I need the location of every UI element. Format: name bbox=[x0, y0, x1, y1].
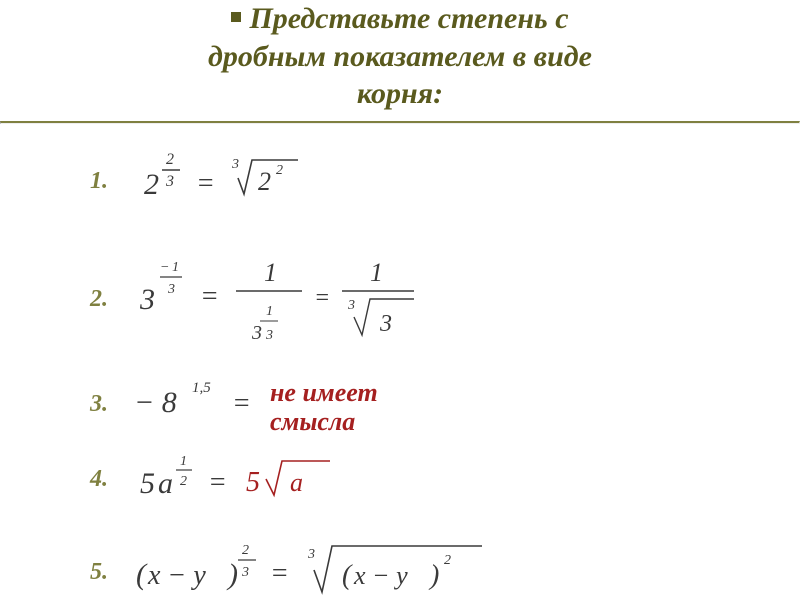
item-number-1: 1. bbox=[90, 168, 130, 195]
svg-text:1: 1 bbox=[172, 260, 179, 275]
svg-text:1: 1 bbox=[266, 304, 273, 319]
svg-text:=: = bbox=[200, 281, 219, 312]
svg-text:3: 3 bbox=[241, 565, 249, 580]
svg-text:3: 3 bbox=[167, 282, 175, 297]
svg-text:a: a bbox=[290, 468, 303, 497]
svg-text:1: 1 bbox=[370, 258, 383, 287]
formula-1: 2 2 3 = 3 2 2 bbox=[130, 144, 350, 219]
svg-text:3: 3 bbox=[379, 311, 392, 337]
formula-3-note: не имеет смысла bbox=[270, 378, 378, 438]
item-number-5: 5. bbox=[90, 559, 130, 586]
svg-text:3: 3 bbox=[307, 547, 315, 562]
svg-text:−: − bbox=[160, 260, 169, 275]
formula-2: 3 − 1 3 = 1 1 3 3 = 1 bbox=[130, 247, 470, 352]
svg-text:=: = bbox=[314, 285, 330, 311]
svg-text:3: 3 bbox=[347, 298, 355, 313]
list-item: 4. 5 a 1 2 = 5 a bbox=[90, 447, 800, 512]
list-item: 1. 2 2 3 = 3 2 2 bbox=[90, 144, 800, 219]
svg-text:x − y: x − y bbox=[147, 560, 206, 591]
item-number-3: 3. bbox=[90, 391, 130, 418]
formula-5: ( x − y ) 2 3 = 3 ( x − y ) 2 bbox=[130, 534, 550, 600]
page-title: Представьте степень с дробным показателе… bbox=[0, 0, 800, 121]
content: 1. 2 2 3 = 3 2 2 bbox=[0, 124, 800, 600]
svg-text:5: 5 bbox=[246, 467, 260, 498]
svg-text:− 8: − 8 bbox=[134, 386, 177, 419]
formula-3: − 8 1,5 = не имеет смысла bbox=[130, 372, 378, 438]
list-item: 5. ( x − y ) 2 3 = 3 ( x − y bbox=[90, 534, 800, 600]
svg-text:=: = bbox=[232, 388, 251, 419]
item-number-4: 4. bbox=[90, 466, 130, 493]
svg-text:3: 3 bbox=[231, 157, 239, 172]
svg-text:2: 2 bbox=[242, 543, 249, 558]
svg-text:3: 3 bbox=[165, 173, 174, 190]
list-item: 3. − 8 1,5 = не имеет смысла bbox=[90, 372, 800, 438]
svg-text:=: = bbox=[196, 168, 215, 199]
title-line1: Представьте степень с bbox=[249, 2, 568, 35]
title-line2: дробным показателем в виде bbox=[208, 40, 592, 73]
svg-text:x − y: x − y bbox=[353, 561, 408, 590]
svg-text:): ) bbox=[428, 560, 439, 591]
svg-text:(: ( bbox=[136, 558, 148, 591]
svg-text:a: a bbox=[158, 467, 173, 500]
svg-text:2: 2 bbox=[258, 167, 271, 196]
svg-text:3: 3 bbox=[251, 322, 262, 344]
svg-text:=: = bbox=[208, 467, 227, 498]
svg-text:2: 2 bbox=[166, 151, 174, 168]
svg-text:3: 3 bbox=[139, 283, 155, 316]
svg-text:(: ( bbox=[342, 560, 353, 591]
list-item: 2. 3 − 1 3 = 1 1 3 3 bbox=[90, 247, 800, 352]
title-line3: корня: bbox=[357, 77, 443, 110]
item-number-2: 2. bbox=[90, 286, 130, 313]
svg-text:1: 1 bbox=[180, 454, 187, 469]
svg-text:2: 2 bbox=[180, 474, 187, 489]
svg-text:5: 5 bbox=[140, 467, 155, 500]
svg-text:2: 2 bbox=[276, 163, 283, 178]
svg-text:=: = bbox=[270, 558, 289, 589]
svg-text:2: 2 bbox=[144, 168, 159, 201]
svg-text:2: 2 bbox=[444, 553, 451, 568]
svg-text:): ) bbox=[226, 558, 238, 591]
formula-4: 5 a 1 2 = 5 a bbox=[130, 447, 390, 512]
bullet-icon bbox=[231, 12, 241, 22]
svg-text:1: 1 bbox=[264, 258, 277, 287]
svg-text:1,5: 1,5 bbox=[192, 380, 211, 396]
svg-text:3: 3 bbox=[265, 328, 273, 343]
